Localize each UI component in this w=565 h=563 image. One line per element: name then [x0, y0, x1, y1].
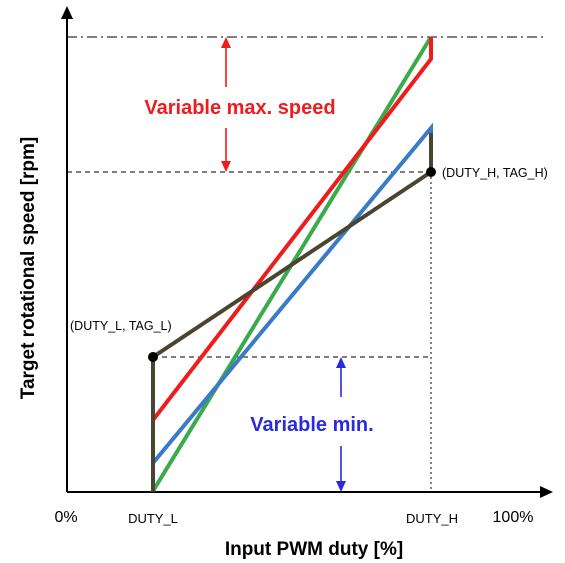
- x-axis-arrow: [540, 486, 553, 498]
- point-high-label: (DUTY_H, TAG_H): [442, 166, 548, 180]
- x-axis-title: Input PWM duty [%]: [225, 539, 403, 560]
- blue-line: [151, 122, 433, 492]
- min-speed-label: Variable min.: [250, 414, 373, 436]
- max-speed-arrows: [221, 37, 231, 172]
- point-low-label: (DUTY_L, TAG_L): [70, 319, 172, 333]
- y-axis-arrow: [61, 6, 73, 19]
- point-duty-l-tag-l: [148, 352, 158, 362]
- dark-line: [151, 170, 433, 492]
- x-tick-duty-h: DUTY_H: [406, 511, 458, 526]
- x-tick-zero: 0%: [54, 509, 77, 526]
- x-tick-duty-l: DUTY_L: [128, 511, 178, 526]
- point-duty-h-tag-h: [426, 167, 436, 177]
- max-speed-label: Variable max. speed: [144, 97, 335, 119]
- y-axis-title: Target rotational speed [rpm]: [18, 137, 39, 400]
- x-tick-hundred: 100%: [493, 509, 534, 526]
- min-speed-arrows: [336, 357, 346, 492]
